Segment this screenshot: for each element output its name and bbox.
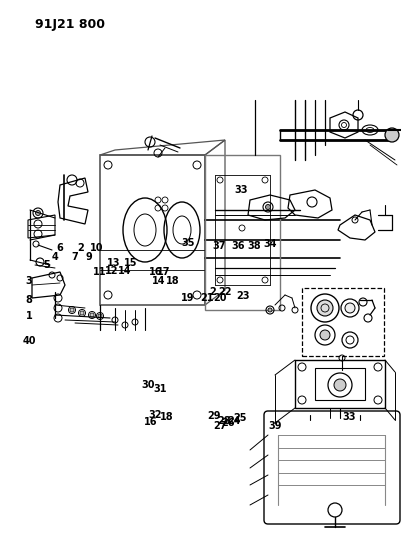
Text: 21: 21 [200, 294, 214, 303]
Text: 22: 22 [218, 287, 231, 297]
Text: 35: 35 [181, 238, 194, 248]
Text: 3: 3 [26, 277, 32, 286]
Circle shape [316, 300, 332, 316]
Text: 31: 31 [153, 384, 166, 394]
Text: 8: 8 [25, 295, 32, 304]
Text: 24: 24 [227, 416, 240, 426]
Text: 37: 37 [212, 241, 225, 251]
Text: 32: 32 [148, 410, 161, 419]
Text: 17: 17 [157, 268, 170, 277]
Text: 14: 14 [152, 276, 165, 286]
Circle shape [70, 308, 74, 312]
Text: 10: 10 [89, 244, 103, 253]
Text: 5: 5 [43, 261, 49, 270]
Text: 39: 39 [268, 422, 282, 431]
Circle shape [333, 379, 345, 391]
Text: 11: 11 [93, 267, 106, 277]
Text: 2: 2 [77, 244, 83, 253]
Text: 16: 16 [144, 417, 157, 427]
Circle shape [384, 128, 398, 142]
Text: 18: 18 [166, 276, 179, 286]
Circle shape [267, 308, 271, 312]
Text: 27: 27 [213, 422, 227, 431]
Text: 2: 2 [209, 287, 216, 297]
Circle shape [98, 314, 102, 318]
Circle shape [265, 205, 270, 209]
Text: 16: 16 [149, 268, 162, 277]
Text: 14: 14 [117, 266, 131, 276]
Text: 33: 33 [234, 185, 247, 195]
Text: 23: 23 [236, 291, 249, 301]
Text: 26: 26 [221, 418, 235, 427]
Circle shape [344, 303, 354, 313]
Text: 7: 7 [71, 252, 77, 262]
Text: 38: 38 [247, 241, 260, 251]
Text: 9: 9 [86, 252, 92, 262]
Text: 25: 25 [233, 414, 247, 423]
Circle shape [80, 311, 84, 315]
Text: 40: 40 [22, 336, 36, 346]
Text: 12: 12 [105, 266, 118, 276]
Text: 18: 18 [160, 413, 173, 422]
Text: 34: 34 [263, 239, 276, 249]
Text: 20: 20 [213, 294, 227, 303]
Text: 19: 19 [181, 294, 194, 303]
Text: 30: 30 [141, 381, 154, 390]
Text: 33: 33 [341, 412, 354, 422]
Text: 15: 15 [124, 259, 137, 268]
Circle shape [90, 313, 94, 317]
Bar [314, 368, 364, 400]
Bar [301, 288, 383, 356]
Text: 6: 6 [56, 244, 63, 253]
Text: 28: 28 [217, 416, 231, 426]
Bar [294, 360, 384, 408]
Text: 29: 29 [207, 411, 220, 421]
Text: 91J21 800: 91J21 800 [35, 18, 105, 31]
Text: 1: 1 [26, 311, 32, 320]
Circle shape [35, 211, 41, 215]
Text: 36: 36 [231, 241, 244, 251]
Circle shape [319, 330, 329, 340]
Text: 13: 13 [107, 259, 121, 268]
Text: 4: 4 [52, 252, 59, 262]
